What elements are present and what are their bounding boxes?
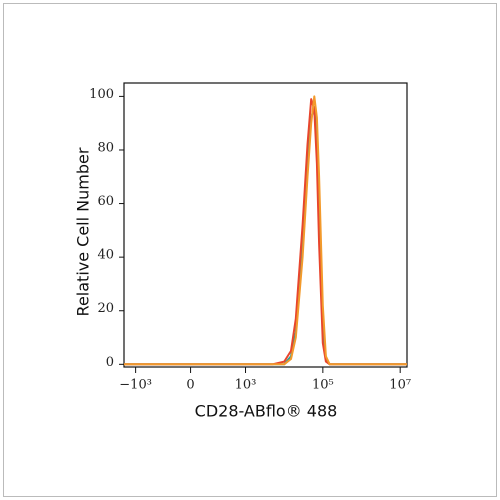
x-tick-label: 10³ bbox=[235, 378, 257, 393]
plot-frame bbox=[123, 82, 408, 368]
x-tick-label: −10³ bbox=[119, 378, 152, 393]
x-tick-label: 10⁵ bbox=[312, 378, 334, 393]
histogram-line bbox=[124, 106, 407, 366]
y-axis-label: Relative Cell Number bbox=[74, 147, 93, 316]
y-tick-label: 100 bbox=[89, 87, 114, 102]
y-tick-label: 20 bbox=[97, 301, 114, 316]
x-tick-label: 10⁷ bbox=[389, 378, 411, 393]
outer-frame bbox=[3, 3, 497, 497]
y-tick-label: 0 bbox=[106, 355, 114, 370]
x-tick-label: 0 bbox=[186, 378, 194, 393]
y-tick-label: 60 bbox=[97, 194, 114, 209]
x-axis-label: CD28-ABflo® 488 bbox=[195, 402, 338, 421]
histogram-line bbox=[124, 95, 407, 366]
histogram-line bbox=[124, 98, 407, 366]
y-tick-label: 80 bbox=[97, 140, 114, 155]
y-tick-label: 40 bbox=[97, 248, 114, 263]
